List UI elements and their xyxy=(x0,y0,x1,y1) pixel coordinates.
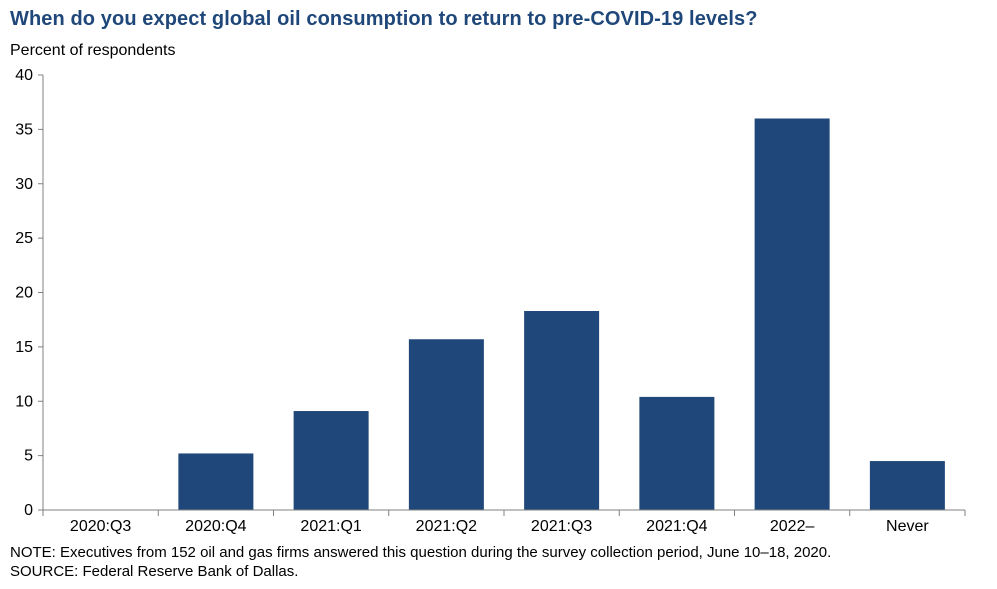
source-text: SOURCE: Federal Reserve Bank of Dallas. xyxy=(10,563,299,580)
x-tick-label: 2021:Q2 xyxy=(416,518,477,535)
x-tick-label: 2021:Q1 xyxy=(300,518,361,535)
y-tick-label: 25 xyxy=(15,230,33,247)
y-tick-label: 35 xyxy=(15,121,33,138)
bar-2021-q2 xyxy=(408,339,484,510)
note-text: NOTE: Executives from 152 oil and gas fi… xyxy=(10,544,832,561)
bar-2020-q4 xyxy=(178,453,254,510)
y-tick-label: 40 xyxy=(15,67,33,84)
bar-2021-q3 xyxy=(524,310,600,510)
x-tick-label: 2021:Q4 xyxy=(646,518,707,535)
y-axis-label: Percent of respondents xyxy=(10,42,176,59)
chart-notes: NOTE: Executives from 152 oil and gas fi… xyxy=(10,543,831,581)
bar-2022 xyxy=(754,118,830,510)
y-tick-label: 5 xyxy=(24,448,33,465)
y-tick-label: 10 xyxy=(15,393,33,410)
x-tick-label: 2021:Q3 xyxy=(531,518,592,535)
x-tick-label: 2020:Q4 xyxy=(185,518,246,535)
y-tick-label: 20 xyxy=(15,285,33,302)
y-tick-label: 15 xyxy=(15,339,33,356)
y-tick-label: 0 xyxy=(24,502,33,519)
x-tick-label: 2022– xyxy=(770,518,815,535)
y-tick-label: 30 xyxy=(15,176,33,193)
chart-title: When do you expect global oil consumptio… xyxy=(10,8,758,30)
x-tick-label: Never xyxy=(886,518,929,535)
bar-2021-q4 xyxy=(639,396,715,510)
x-tick-label: 2020:Q3 xyxy=(70,518,131,535)
bar-never xyxy=(869,461,945,510)
bar-2021-q1 xyxy=(293,411,369,510)
